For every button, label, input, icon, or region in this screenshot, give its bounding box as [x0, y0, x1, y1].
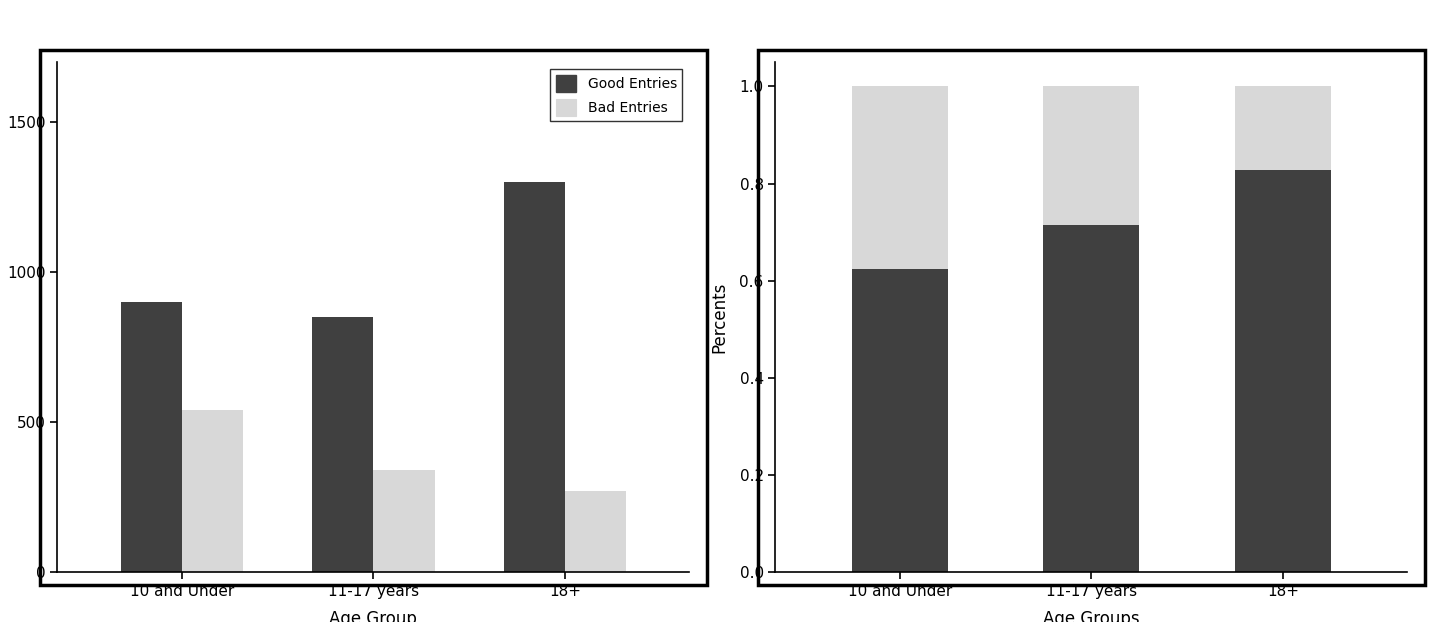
- Bar: [1235, 86, 1331, 170]
- Bar: [504, 182, 564, 572]
- Bar: [1044, 86, 1139, 225]
- Bar: [312, 317, 373, 572]
- Bar: [852, 86, 948, 269]
- Bar: [1235, 170, 1331, 572]
- Bar: [564, 491, 626, 572]
- Bar: [121, 302, 182, 572]
- Bar: [852, 269, 948, 572]
- Bar: [182, 411, 243, 572]
- X-axis label: Age Groups: Age Groups: [1043, 610, 1140, 622]
- Bar: [373, 470, 435, 572]
- X-axis label: Age Group: Age Group: [329, 610, 418, 622]
- Y-axis label: Percents: Percents: [711, 282, 728, 353]
- Bar: [1044, 225, 1139, 572]
- Legend: Good Entries, Bad Entries: Good Entries, Bad Entries: [550, 69, 682, 121]
